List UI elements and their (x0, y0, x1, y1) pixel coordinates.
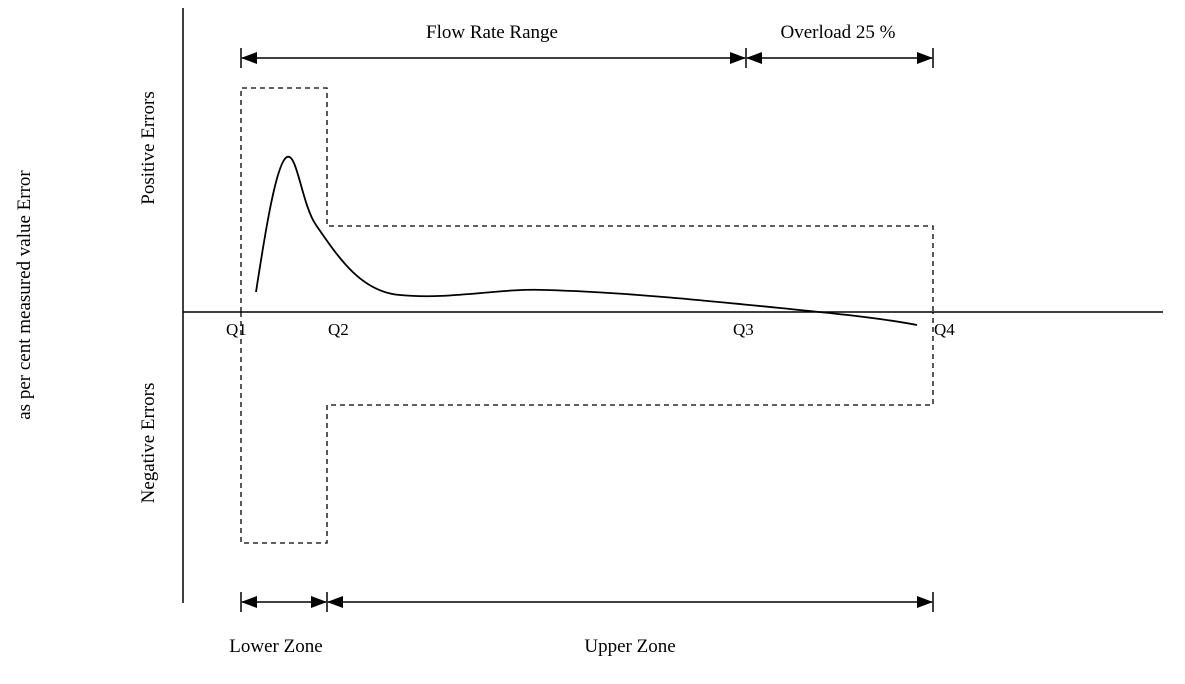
lower-zone-label: Lower Zone (229, 636, 322, 657)
overload-label: Overload 25 % (780, 22, 895, 43)
q4-label: Q4 (934, 320, 955, 339)
y-axis-title: as per cent measured value Error (14, 170, 35, 420)
error-curve (255, 156, 918, 326)
q3-label: Q3 (733, 320, 754, 339)
flow-rate-range-label: Flow Rate Range (426, 22, 558, 43)
q1-label: Q1 (226, 320, 247, 339)
q2-label: Q2 (328, 320, 349, 339)
negative-errors-label: Negative Errors (138, 383, 159, 504)
negative-error-limit-boundary (240, 312, 934, 544)
positive-error-limit-boundary (240, 87, 934, 312)
positive-errors-label: Positive Errors (138, 91, 159, 204)
upper-zone-label: Upper Zone (584, 636, 675, 657)
